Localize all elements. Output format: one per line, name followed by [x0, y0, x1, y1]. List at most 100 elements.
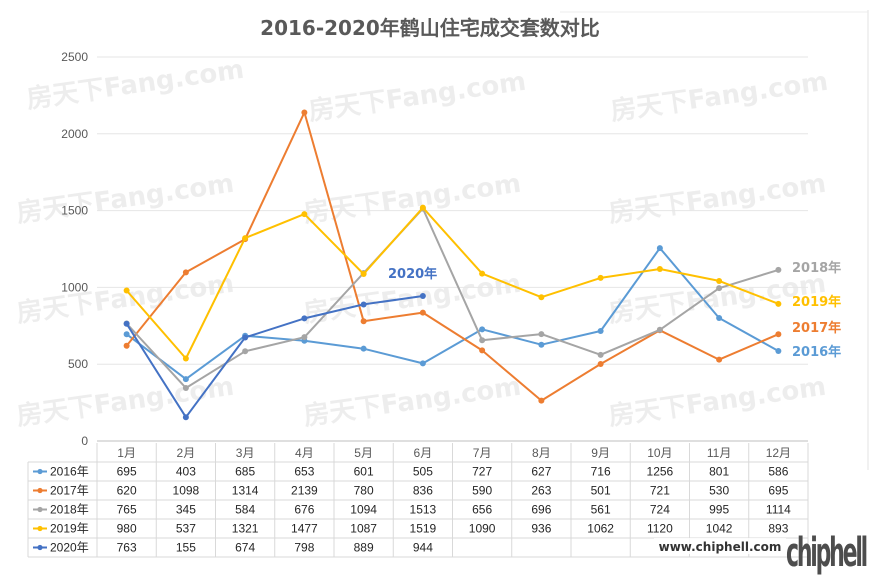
series-label-2018年: 2018年	[792, 260, 841, 276]
y-tick-label: 2500	[61, 50, 88, 64]
data-point	[716, 356, 723, 363]
y-tick-label: 1500	[61, 204, 88, 218]
data-point	[301, 334, 308, 341]
series-label-2019年: 2019年	[792, 294, 841, 310]
chart-title: 2016-2020年鹤山住宅成交套数对比	[260, 16, 600, 40]
table-cell: 1114	[766, 503, 791, 517]
chart-background	[560, 10, 869, 470]
table-cell: 674	[235, 541, 255, 555]
table-cell: 765	[117, 503, 137, 517]
data-point	[775, 347, 782, 354]
table-cell: 763	[117, 541, 137, 555]
legend-key-marker	[37, 468, 43, 475]
data-point	[597, 351, 604, 358]
data-point	[419, 360, 426, 367]
data-point	[123, 342, 130, 349]
y-tick-label: 1000	[61, 280, 88, 294]
legend-key	[33, 525, 47, 532]
table-cell: 1120	[647, 522, 673, 536]
watermark-text: 房天下Fang.com	[15, 269, 236, 329]
series-2019年	[123, 204, 782, 362]
watermark-text: 房天下Fang.com	[307, 67, 528, 127]
table-cell: 530	[709, 484, 729, 498]
data-point	[123, 287, 130, 294]
data-point	[419, 293, 426, 300]
table-cell: 695	[768, 484, 788, 498]
legend-key	[33, 468, 47, 475]
legend-key-marker	[37, 544, 43, 551]
table-cell: 944	[413, 541, 433, 555]
table-cell: 893	[768, 522, 788, 536]
table-cell: 586	[768, 465, 788, 479]
table-cell: 537	[176, 522, 196, 536]
table-cell: 1094	[350, 503, 377, 517]
table-cell: 721	[650, 484, 670, 498]
data-point	[360, 318, 367, 325]
y-tick-label: 2000	[61, 127, 88, 141]
table-cell: 501	[591, 484, 611, 498]
watermark-text: 房天下Fang.com	[302, 372, 523, 432]
series-label-2017年: 2017年	[792, 320, 841, 336]
table-cell: 1098	[173, 484, 200, 498]
data-point	[301, 315, 308, 322]
data-point	[242, 348, 249, 355]
x-tick-label: 10月	[647, 446, 672, 460]
data-point	[360, 301, 367, 308]
data-point	[419, 309, 426, 316]
table-cell: 727	[472, 465, 492, 479]
series-label-2016年: 2016年	[792, 344, 841, 360]
data-point	[301, 109, 308, 116]
table-cell: 620	[117, 484, 137, 498]
data-table: 1月 2月 3月 4月 5月 6月 7月 8月 9月 10月 11月 12月 2016年 695 403 68…	[27, 443, 809, 558]
data-point	[360, 345, 367, 352]
legend-entry: 2019年	[50, 522, 89, 536]
table-cell: 836	[413, 484, 433, 498]
chiphell-branding: www.chiphell.com chiphell	[654, 529, 869, 576]
x-tick-label: 5月	[354, 446, 373, 460]
y-axis: 0 500 1000 1500 2000 2500	[61, 50, 88, 448]
data-point	[182, 269, 189, 276]
legend-entry: 2020年	[50, 541, 89, 555]
table-cell: 2139	[291, 484, 318, 498]
table-cell: 695	[117, 465, 137, 479]
data-point	[182, 376, 189, 383]
series-label-2020年: 2020年	[388, 266, 437, 282]
table-cell: 155	[176, 541, 196, 555]
y-tick-label: 0	[81, 434, 88, 448]
table-cell: 601	[354, 465, 374, 479]
table-cell: 1513	[410, 503, 437, 517]
data-point	[538, 294, 545, 301]
data-point	[479, 326, 486, 333]
data-point	[419, 204, 426, 211]
table-cell: 724	[650, 503, 670, 517]
x-tick-label: 3月	[236, 446, 255, 460]
table-cell: 798	[294, 541, 314, 555]
table-cell: 1062	[587, 522, 614, 536]
table-cell: 685	[235, 465, 255, 479]
data-point	[656, 326, 663, 333]
table-cell: 780	[354, 484, 374, 498]
watermark-text: 房天下Fang.com	[607, 169, 828, 229]
legend-key-marker	[37, 487, 43, 494]
legend-entry: 2016年	[50, 465, 89, 479]
brand-logo: chiphell	[786, 529, 867, 576]
table-cell: 403	[176, 465, 196, 479]
data-point	[123, 320, 130, 327]
table-cell: 676	[294, 503, 314, 517]
series-line	[125, 247, 779, 381]
legend-entry: 2017年	[50, 484, 89, 498]
series-2016年	[123, 245, 782, 383]
data-point	[597, 328, 604, 335]
legend-key-marker	[37, 525, 43, 532]
legend-entry: 2018年	[50, 503, 89, 517]
data-point	[182, 414, 189, 421]
x-tick-label: 11月	[707, 446, 731, 460]
x-tick-label: 4月	[295, 446, 314, 460]
table-cell: 1087	[350, 522, 377, 536]
data-point	[716, 314, 723, 321]
table-cell: 561	[591, 503, 611, 517]
data-point	[656, 265, 663, 272]
data-point	[775, 266, 782, 273]
series-line	[125, 206, 779, 360]
data-point	[479, 270, 486, 277]
